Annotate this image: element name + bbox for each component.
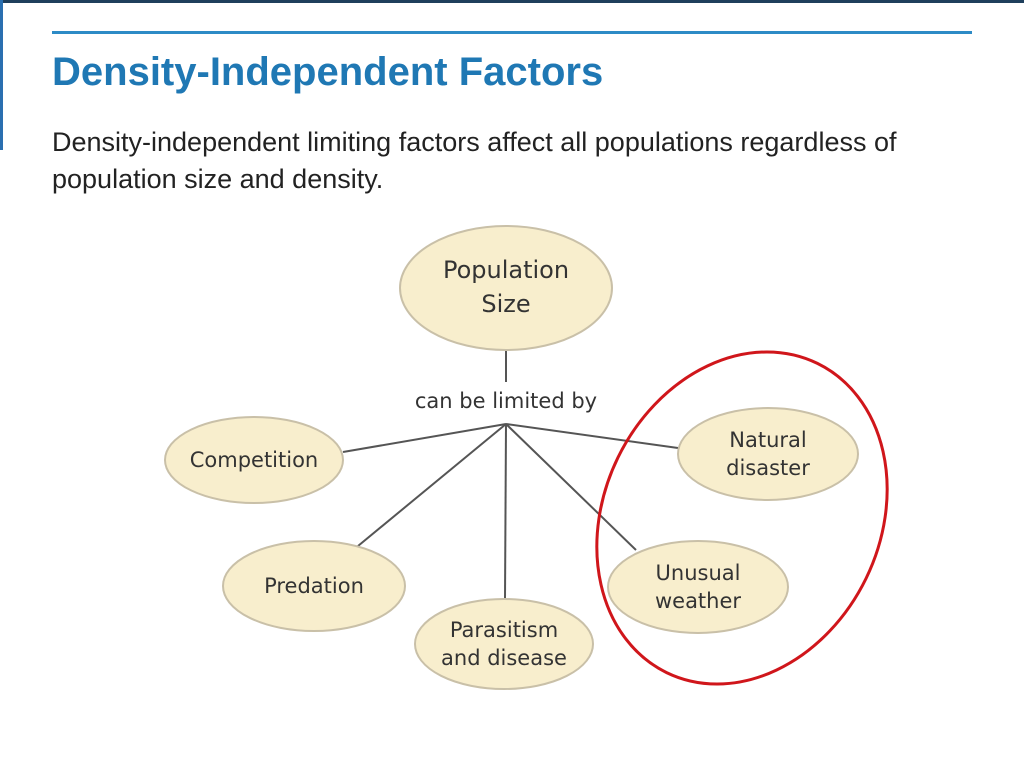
parasitism-connector <box>504 423 507 600</box>
unusual-weather-node-label: Unusual <box>656 561 741 585</box>
predation-connector <box>357 423 507 547</box>
unusual-weather-connector <box>505 423 637 551</box>
predation-node-label: Predation <box>264 574 364 598</box>
nodes: Population Size Competition Predation Parasi… <box>164 225 859 690</box>
natural-disaster-node: Natural disaster <box>677 407 859 501</box>
parasitism-node-label: and disease <box>441 646 567 670</box>
competition-connector <box>342 423 507 453</box>
unusual-weather-node-shape <box>607 540 789 634</box>
link-label: can be limited by <box>415 389 597 413</box>
unusual-weather-node-label: weather <box>655 589 741 613</box>
parasitism-node-shape <box>414 598 594 690</box>
competition-node-label: Competition <box>190 448 319 472</box>
population-size-node-shape <box>399 225 613 351</box>
population-size-node: Population Size <box>399 225 613 351</box>
population-size-node-label: Size <box>481 290 530 318</box>
natural-disaster-node-label: disaster <box>726 456 810 480</box>
slide-body-text: Density-independent limiting factors aff… <box>52 127 897 194</box>
highlight-layer <box>595 350 889 686</box>
parasitism-node: Parasitism and disease <box>414 598 594 690</box>
left-accent-bar <box>0 0 3 150</box>
natural-disaster-connector <box>505 423 679 449</box>
predation-node: Predation <box>222 540 406 632</box>
slide-title: Density-Independent Factors <box>52 50 604 94</box>
unusual-weather-node: Unusual weather <box>607 540 789 634</box>
competition-node-shape <box>164 416 344 504</box>
highlight-circle <box>595 350 889 686</box>
title-rule <box>52 31 972 34</box>
competition-node: Competition <box>164 416 344 504</box>
natural-disaster-node-shape <box>677 407 859 501</box>
natural-disaster-node-label: Natural <box>729 428 806 452</box>
top-border <box>0 0 1024 3</box>
population-size-node-label: Population <box>443 256 569 284</box>
connectors <box>342 350 679 600</box>
parasitism-node-label: Parasitism <box>450 618 558 642</box>
predation-node-shape <box>222 540 406 632</box>
